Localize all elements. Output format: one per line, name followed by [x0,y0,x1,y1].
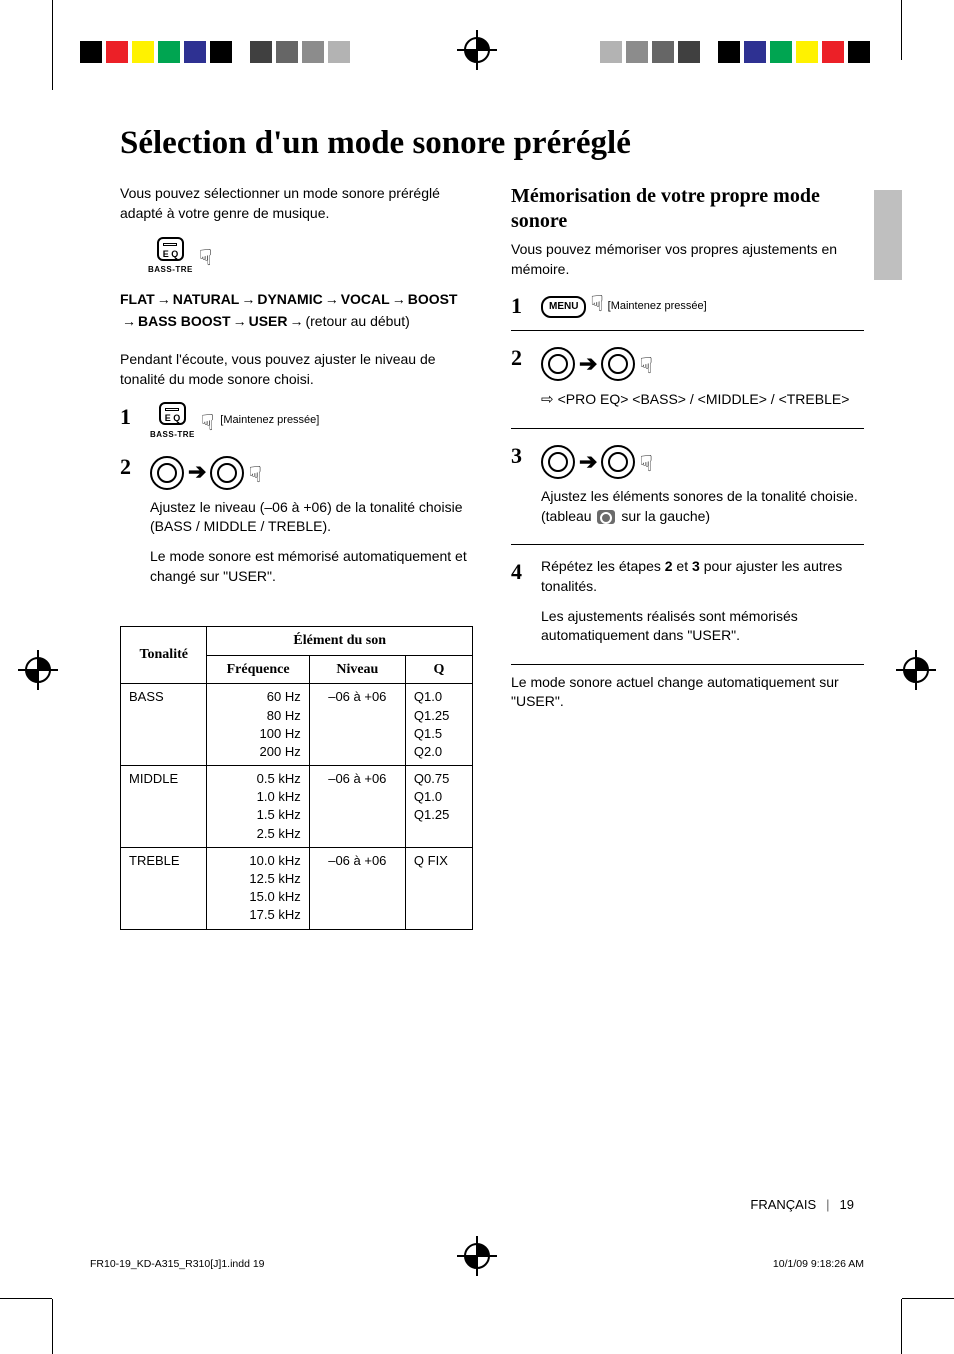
hand-press-icon: ☟ [199,247,212,269]
hold-label: [Maintenez pressée] [220,413,319,428]
step2-path: ⇨<PRO EQ> <BASS> / <MIDDLE> / <TREBLE> [541,389,864,410]
section-heading: Mémorisation de votre propre mode sonore [511,184,864,234]
eq-button-illustration: E Q BASS-TRE ☟ [Maintenez pressée] [150,402,319,440]
th-tonalite: Tonalité [121,627,207,684]
imprint-line: FR10-19_KD-A315_R310[J]1.indd 19 10/1/09… [90,1257,864,1272]
th-freq: Fréquence [207,655,309,684]
hold-label: [Maintenez pressée] [608,300,707,312]
register-mark-icon [457,30,497,70]
thumb-tab [874,190,902,280]
knob-turn-press-icon: ➔ ☟ [541,347,653,381]
page-title: Sélection d'un mode sonore préréglé [120,120,864,166]
th-q: Q [405,655,472,684]
knob-turn-press-icon: ➔ ☟ [541,445,653,479]
table-row: MIDDLE0.5 kHz 1.0 kHz 1.5 kHz 2.5 kHz–06… [121,766,473,848]
eq-button-illustration: E Q BASS-TRE ☟ [148,237,212,275]
step-number: 2 [511,343,541,420]
hand-press-icon: ☟ [201,412,214,434]
color-registration-left [80,40,354,64]
step2-text-b: Le mode sonore est mémorisé automatiquem… [150,547,473,586]
register-mark-icon [896,650,936,690]
step4-text-a: Répétez les étapes 2 et 3 pour ajuster l… [541,557,864,596]
hand-press-icon: ☟ [590,293,603,315]
menu-button-icon: MENU [541,296,586,318]
right-tail: Le mode sonore actuel change automatique… [511,673,864,712]
step-number: 3 [511,441,541,536]
step-number: 1 [511,291,541,322]
step-number: 2 [120,452,150,596]
magnifier-icon [597,510,615,524]
sound-element-table: Tonalité Élément du son Fréquence Niveau… [120,626,473,929]
knob-turn-press-icon: ➔ ☟ [150,456,262,490]
page-footer: FRANÇAIS|19 [750,1196,854,1214]
step3-text: Ajustez les éléments sonores de la tonal… [541,487,864,526]
mid-text: Pendant l'écoute, vous pouvez ajuster le… [120,350,473,389]
th-niveau: Niveau [309,655,405,684]
color-registration-right [600,40,874,64]
th-element: Élément du son [207,627,473,656]
register-mark-icon [18,650,58,690]
mode-chain: FLAT → NATURAL → DYNAMIC → VOCAL → BOOST… [120,288,473,333]
right-intro: Vous pouvez mémoriser vos propres ajuste… [511,240,864,279]
step4-text-b: Les ajustements réalisés sont mémorisés … [541,607,864,646]
step-number: 1 [120,402,150,440]
step-number: 4 [511,557,541,655]
intro-text: Vous pouvez sélectionner un mode sonore … [120,184,473,223]
table-row: BASS60 Hz 80 Hz 100 Hz 200 Hz–06 à +06Q1… [121,684,473,766]
table-row: TREBLE10.0 kHz 12.5 kHz 15.0 kHz 17.5 kH… [121,847,473,929]
step2-text-a: Ajustez le niveau (–06 à +06) de la tona… [150,498,473,537]
